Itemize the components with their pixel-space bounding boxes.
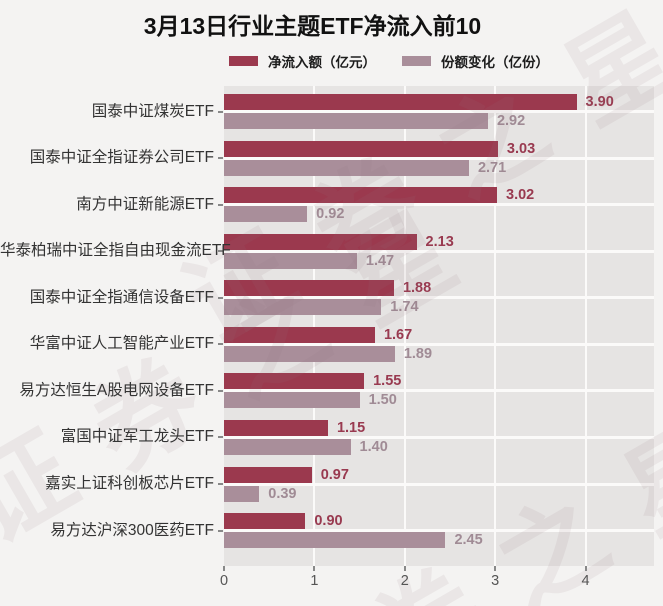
bar-share-change <box>224 299 382 316</box>
value-label-share-change: 1.74 <box>390 299 419 316</box>
gridline-horizontal <box>224 342 654 346</box>
legend-swatch-share-change <box>402 56 431 66</box>
category-tick <box>218 389 223 392</box>
category-tick <box>218 250 223 253</box>
bar-net-inflow <box>224 233 417 250</box>
gridline-horizontal <box>224 435 654 439</box>
value-label-share-change: 2.71 <box>477 159 507 176</box>
gridline-vertical <box>313 86 316 566</box>
category-label: 华泰柏瑞中证全指自由现金流ETF <box>0 242 231 260</box>
bar-share-change <box>224 159 469 176</box>
category-tick <box>218 110 223 113</box>
bar-net-inflow <box>224 513 306 530</box>
bar-net-inflow <box>224 94 577 110</box>
gridline-horizontal <box>224 249 654 253</box>
category-label: 国泰中证煤炭ETF <box>91 102 214 120</box>
gridline-vertical <box>403 86 406 566</box>
x-tick-label: 0 <box>219 573 229 589</box>
value-label-share-change: 1.50 <box>368 392 397 409</box>
category-label: 国泰中证全指证券公司ETF <box>29 149 214 167</box>
category-tick <box>218 157 223 160</box>
gridline-horizontal <box>224 203 654 207</box>
value-label-net-inflow: 0.97 <box>320 466 349 483</box>
legend-label-share-change: 份额变化（亿份） <box>441 55 549 70</box>
value-label-net-inflow: 0.90 <box>314 513 343 530</box>
category-tick <box>218 483 223 486</box>
legend-item-share-change: 份额变化（亿份） <box>402 51 549 71</box>
gridline-horizontal <box>224 110 654 113</box>
gridline-horizontal <box>224 296 654 300</box>
bar-net-inflow <box>224 419 328 436</box>
gridline-vertical <box>584 86 587 566</box>
category-label: 南方中证新能源ETF <box>76 195 214 213</box>
bar-share-change <box>224 113 488 129</box>
x-tick-label: 2 <box>400 573 409 589</box>
bar-net-inflow <box>224 280 394 297</box>
x-tick-mark <box>403 566 406 571</box>
gridline-horizontal <box>224 529 654 533</box>
value-label-share-change: 0.92 <box>316 206 345 223</box>
value-label-net-inflow: 1.15 <box>336 419 366 436</box>
value-label-net-inflow: 3.90 <box>585 94 614 110</box>
x-tick-mark <box>313 566 316 571</box>
legend-item-inflow: 净流入额（亿元） <box>229 51 376 71</box>
x-tick-label: 4 <box>581 573 590 589</box>
legend-swatch-inflow <box>229 56 258 66</box>
category-tick <box>218 296 223 299</box>
chart-title: 3月13日行业主题ETF净流入前10 <box>143 13 482 39</box>
x-tick-label: 3 <box>491 573 500 589</box>
category-label: 易方达沪深300医药ETF <box>50 521 214 539</box>
gridline-horizontal <box>224 482 654 486</box>
value-label-share-change: 1.89 <box>403 345 433 362</box>
value-label-net-inflow: 3.03 <box>506 140 536 157</box>
bar-share-change <box>224 485 260 502</box>
bar-share-change <box>224 345 395 362</box>
value-label-net-inflow: 3.02 <box>506 187 535 204</box>
x-tick-mark <box>223 566 225 571</box>
value-label-share-change: 1.40 <box>359 438 388 455</box>
value-label-share-change: 2.92 <box>496 113 526 129</box>
bar-net-inflow <box>224 373 365 390</box>
gridline-horizontal <box>224 156 654 160</box>
value-label-net-inflow: 1.67 <box>383 326 413 343</box>
gridline-horizontal <box>224 389 654 393</box>
category-label: 易方达恒生A股电网设备ETF <box>19 381 214 399</box>
value-label-net-inflow: 2.13 <box>425 233 454 250</box>
category-tick <box>218 343 223 346</box>
x-tick-mark <box>494 566 497 571</box>
category-label: 华富中证人工智能产业ETF <box>29 335 214 353</box>
value-label-share-change: 2.45 <box>454 532 483 549</box>
legend-label-inflow: 净流入额（亿元） <box>268 55 376 70</box>
plot-area: 3.90 2.92 3.03 2.71 3.02 0.92 2.13 1.47 1.88 1.74… <box>224 86 654 566</box>
gridline-vertical <box>494 86 497 566</box>
bar-share-change <box>224 532 446 549</box>
category-tick <box>218 436 223 439</box>
value-label-share-change: 1.47 <box>365 252 395 269</box>
bar-share-change <box>224 438 351 455</box>
value-label-share-change: 0.39 <box>268 485 297 502</box>
category-label: 嘉实上证科创板芯片ETF <box>45 475 214 493</box>
category-tick <box>218 529 223 532</box>
chart-legend: 净流入额（亿元） 份额变化（亿份） <box>229 51 549 71</box>
category-tick <box>218 203 223 206</box>
bar-net-inflow <box>224 466 312 483</box>
x-tick-label: 1 <box>310 573 319 589</box>
bar-share-change <box>224 252 357 269</box>
bar-share-change <box>224 206 308 223</box>
x-tick-mark <box>584 566 587 571</box>
value-label-net-inflow: 1.55 <box>373 373 402 390</box>
value-label-net-inflow: 1.88 <box>402 280 432 297</box>
bar-net-inflow <box>224 187 497 204</box>
category-label: 国泰中证全指通信设备ETF <box>29 288 214 306</box>
bar-net-inflow <box>224 140 498 157</box>
bar-net-inflow <box>224 326 375 343</box>
bar-share-change <box>224 392 360 409</box>
category-label: 富国中证军工龙头ETF <box>60 428 214 446</box>
